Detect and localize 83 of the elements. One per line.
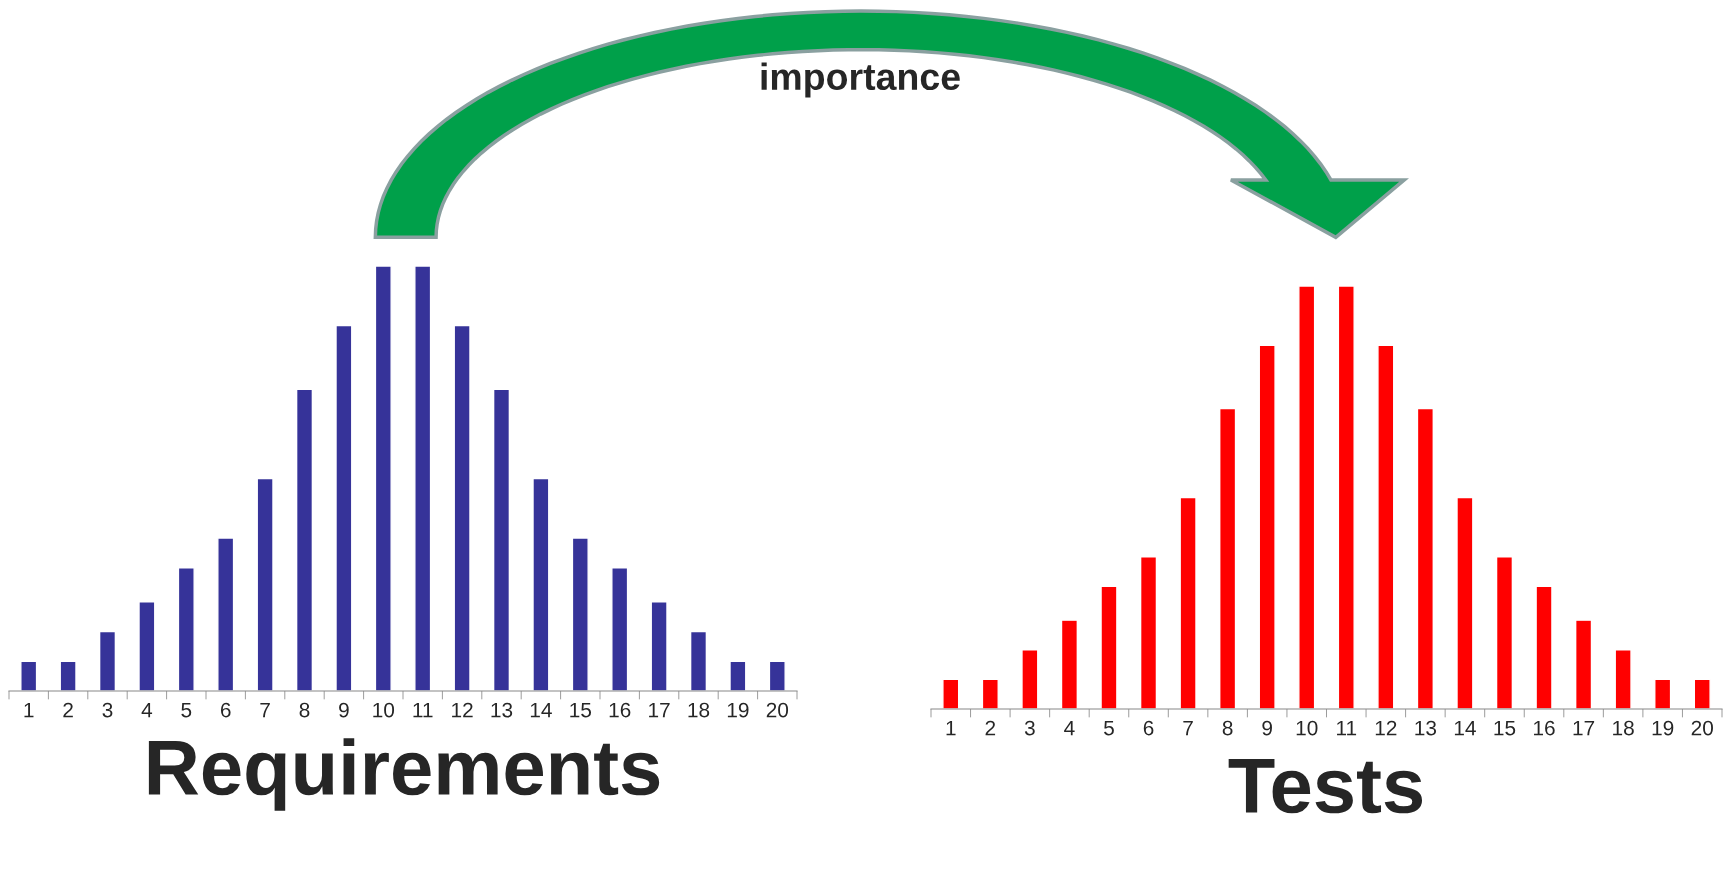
bar	[1021, 649, 1039, 709]
bar	[1100, 585, 1118, 709]
x-tick-label: 17	[1573, 720, 1595, 736]
x-tick-label: 7	[1183, 720, 1193, 736]
bar	[1495, 556, 1514, 709]
bar	[729, 660, 747, 691]
bar	[571, 537, 589, 691]
bar	[20, 660, 38, 691]
x-tick-label: 6	[220, 702, 231, 718]
x-tick-label: 10	[1296, 720, 1318, 736]
bar	[1139, 556, 1158, 709]
x-tick-label: 16	[609, 702, 631, 718]
x-tick-label: 12	[1375, 720, 1397, 736]
bar	[335, 324, 353, 691]
bar	[1693, 678, 1711, 709]
bar	[98, 630, 117, 691]
x-tick-label: 8	[299, 702, 310, 718]
x-tick-label: 6	[1143, 720, 1154, 736]
x-tick-label: 1	[946, 720, 956, 736]
bar	[374, 266, 392, 691]
bar	[217, 537, 235, 691]
bar	[492, 388, 511, 691]
x-tick-label: 3	[102, 702, 113, 718]
bar	[1179, 496, 1197, 709]
x-tick-label: 9	[1262, 720, 1272, 736]
x-tick-label: 12	[452, 702, 473, 718]
bar	[1219, 407, 1237, 709]
x-tick-label: 19	[727, 702, 749, 718]
bar	[1614, 649, 1632, 709]
x-tick-label: 19	[1652, 720, 1674, 736]
bar	[59, 660, 77, 691]
x-axis-title: Tests	[1228, 759, 1423, 814]
bar	[1337, 286, 1355, 709]
bar	[532, 477, 550, 691]
bar	[1298, 286, 1316, 709]
x-axis-title: Requirements	[148, 738, 660, 811]
x-tick-label: 8	[1222, 720, 1233, 736]
bar	[295, 388, 314, 691]
x-tick-label: 17	[649, 702, 670, 718]
x-tick-label: 20	[1691, 720, 1713, 736]
x-tick-label: 2	[985, 720, 996, 736]
bar	[768, 660, 786, 691]
x-tick-label: 5	[1104, 720, 1114, 736]
x-tick-label: 9	[339, 702, 349, 718]
bar	[138, 601, 156, 691]
x-tick-label: 10	[373, 702, 395, 718]
x-tick-label: 18	[688, 702, 710, 718]
x-tick-label: 16	[1534, 720, 1555, 736]
bar	[611, 567, 629, 691]
x-tick-label: 3	[1024, 720, 1035, 736]
text: importance	[761, 62, 960, 98]
bar	[1654, 678, 1672, 709]
bar	[1416, 407, 1434, 709]
x-tick-label: 18	[1613, 720, 1634, 736]
bar	[453, 324, 471, 691]
bar	[650, 601, 668, 691]
x-tick-label: 15	[1494, 720, 1516, 736]
x-tick-label: 14	[530, 702, 552, 718]
x-tick-label: 13	[1415, 720, 1437, 736]
x-tick-label: 20	[766, 702, 789, 718]
bar	[1060, 619, 1079, 709]
x-tick-label: 13	[491, 702, 513, 718]
bar	[942, 678, 960, 709]
bar	[1535, 585, 1553, 709]
bar	[414, 266, 432, 691]
bar	[689, 630, 708, 691]
x-tick-label: 11	[1337, 720, 1357, 736]
x-tick-label: 15	[570, 702, 592, 718]
x-tick-label: 5	[181, 702, 192, 718]
bar	[1574, 619, 1593, 709]
x-tick-label: 7	[260, 702, 270, 718]
bar	[1258, 344, 1276, 709]
bar	[1456, 496, 1474, 709]
bar	[981, 678, 999, 709]
x-tick-label: 14	[1454, 720, 1476, 736]
bar	[177, 567, 195, 691]
x-tick-label: 4	[1064, 720, 1075, 736]
x-tick-label: 11	[413, 702, 433, 718]
bar	[256, 477, 274, 691]
x-tick-label: 1	[24, 702, 34, 718]
x-tick-label: 4	[141, 702, 153, 718]
x-tick-label: 2	[63, 702, 73, 718]
bar	[1377, 344, 1395, 709]
